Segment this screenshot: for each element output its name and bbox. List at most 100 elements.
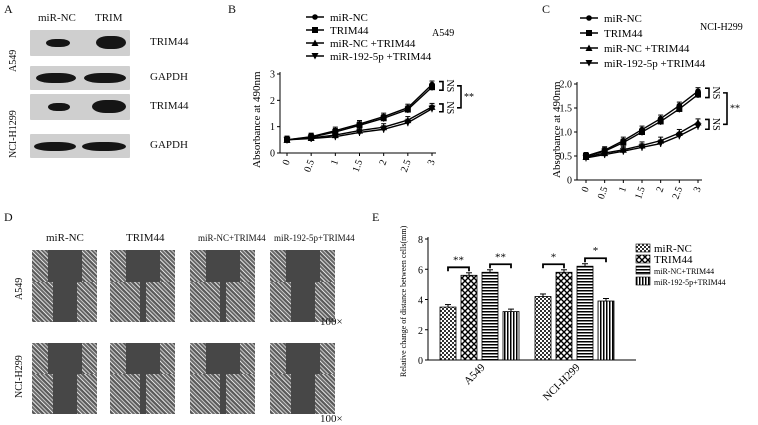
legend-label: TRIM44 <box>330 25 369 37</box>
significance-bracket <box>457 85 462 109</box>
micrograph-image <box>270 282 335 322</box>
data-point <box>312 14 318 20</box>
micrograph-column-label: TRIM44 <box>126 232 165 244</box>
significance-label: * <box>551 251 557 263</box>
legend-label: miR-NC <box>604 13 642 25</box>
data-point <box>380 115 387 122</box>
legend-label: miR-192-5p+TRIM44 <box>654 278 726 287</box>
legend-swatch <box>635 276 651 286</box>
blot-strip-gapdh-a549 <box>30 66 130 90</box>
magnification-label: 100× <box>320 413 343 425</box>
legend-label: miR-NC +TRIM44 <box>330 38 416 50</box>
chart-axes: 0 1 2 3 0 0.5 1 1.5 2 2.5 3 <box>270 70 438 174</box>
significance-bracket <box>705 118 710 131</box>
data-point <box>356 129 363 136</box>
y-tick-label: 6 <box>418 265 423 276</box>
panel-label-d: D <box>4 210 13 224</box>
legend-label: miR-NC <box>330 12 368 24</box>
micrograph-column-label: miR-NC+TRIM44 <box>198 233 266 243</box>
data-point <box>404 119 412 127</box>
blot-cell-line-label: NCI-H1299 <box>8 110 19 158</box>
bar <box>576 265 594 361</box>
y-tick-label: 4 <box>418 296 423 307</box>
significance-markers: ** ** ** <box>447 245 607 272</box>
x-tick-label: 0.5 <box>302 158 317 174</box>
blot-strip-trim44-a549 <box>30 30 130 56</box>
panel-label-e: E <box>372 210 380 224</box>
micrograph-image <box>270 374 335 414</box>
x-tick-label: 1 <box>329 158 341 166</box>
data-point <box>311 39 319 46</box>
bar <box>502 311 520 361</box>
significance-markers: NS NS ** <box>705 86 740 131</box>
significance-label: * <box>593 245 599 257</box>
data-point <box>694 123 702 130</box>
data-point <box>620 139 627 146</box>
x-tick-label: 2.5 <box>399 158 414 174</box>
legend-swatch <box>635 243 651 253</box>
legend-label: miR-NC+TRIM44 <box>654 267 714 276</box>
chart-axes: 0 0.5 1.0 1.5 2.0 0 0.5 1 1.5 2 2.5 3 <box>560 80 704 201</box>
x-tick-label: A549 <box>462 361 488 387</box>
panel-e-bar-chart: Relative change of distance between cell… <box>399 225 726 403</box>
y-axis-label: Relative change of distance between cell… <box>399 225 408 377</box>
micrograph-image <box>190 282 255 322</box>
y-tick-label: 3 <box>270 70 275 81</box>
micrograph-column-label: miR-NC <box>46 232 84 244</box>
significance-label: NS <box>444 101 455 114</box>
bar <box>597 300 615 361</box>
data-point <box>429 84 435 91</box>
x-tick-label: 2 <box>377 158 389 166</box>
panel-label-b: B <box>228 2 237 16</box>
blot-band-label: GAPDH <box>150 71 188 83</box>
x-tick-label: 1.5 <box>351 158 366 174</box>
data-point <box>639 129 645 135</box>
data-point <box>585 60 593 67</box>
panel-b-line-chart: Absorbance at 490nm A549 miR-NCTRIM44miR… <box>251 12 474 174</box>
y-tick-label: 0 <box>567 176 572 187</box>
x-tick-label: NCI-H299 <box>541 361 583 403</box>
legend-label: TRIM44 <box>604 28 643 40</box>
panel-label-c: C <box>542 2 551 16</box>
chart-series <box>283 80 436 144</box>
significance-label: ** <box>495 251 506 263</box>
micrograph-column-label: miR-192-5p+TRIM44 <box>274 233 355 243</box>
micrograph-cell-line-label: NCI-H299 <box>14 355 25 398</box>
panel-c-line-chart: Absorbance at 490nm NCI-H299 miR-NC TRIM4… <box>551 13 743 201</box>
x-tick-label: 3 <box>426 158 438 166</box>
data-point <box>307 135 315 143</box>
data-point <box>428 105 436 113</box>
significance-label: NS <box>444 79 455 92</box>
blot-strip-gapdh-h1299 <box>30 134 130 158</box>
significance-bracket <box>439 103 444 113</box>
y-axis-label: Absorbance at 490nm <box>551 81 563 178</box>
legend-swatch <box>635 254 651 264</box>
y-tick-label: 1 <box>270 122 275 133</box>
blot-strip-trim44-h1299 <box>30 94 130 120</box>
significance-bracket <box>584 257 607 263</box>
micrograph-image <box>110 374 175 414</box>
data-point <box>404 106 411 113</box>
magnification-label: 100× <box>320 316 343 328</box>
y-tick-label: 0 <box>418 356 423 367</box>
data-point <box>586 15 592 21</box>
significance-label: ** <box>464 92 474 103</box>
data-point <box>311 53 319 60</box>
micrograph-image <box>190 374 255 414</box>
x-tick-label: 1.5 <box>633 185 648 201</box>
blot-cell-line-label: A549 <box>8 49 19 72</box>
data-point <box>356 122 363 129</box>
bar <box>481 271 499 361</box>
chart-bars <box>439 263 615 361</box>
data-point <box>675 132 683 140</box>
data-point <box>676 105 683 112</box>
y-tick-label: 8 <box>418 235 423 246</box>
y-tick-label: 0 <box>270 149 275 160</box>
bar <box>460 274 478 361</box>
legend-label: miR-NC +TRIM44 <box>604 43 690 55</box>
panel-label-a: A <box>4 2 13 16</box>
y-tick-label: 0.5 <box>560 152 573 163</box>
blot-band-label: GAPDH <box>150 139 188 151</box>
